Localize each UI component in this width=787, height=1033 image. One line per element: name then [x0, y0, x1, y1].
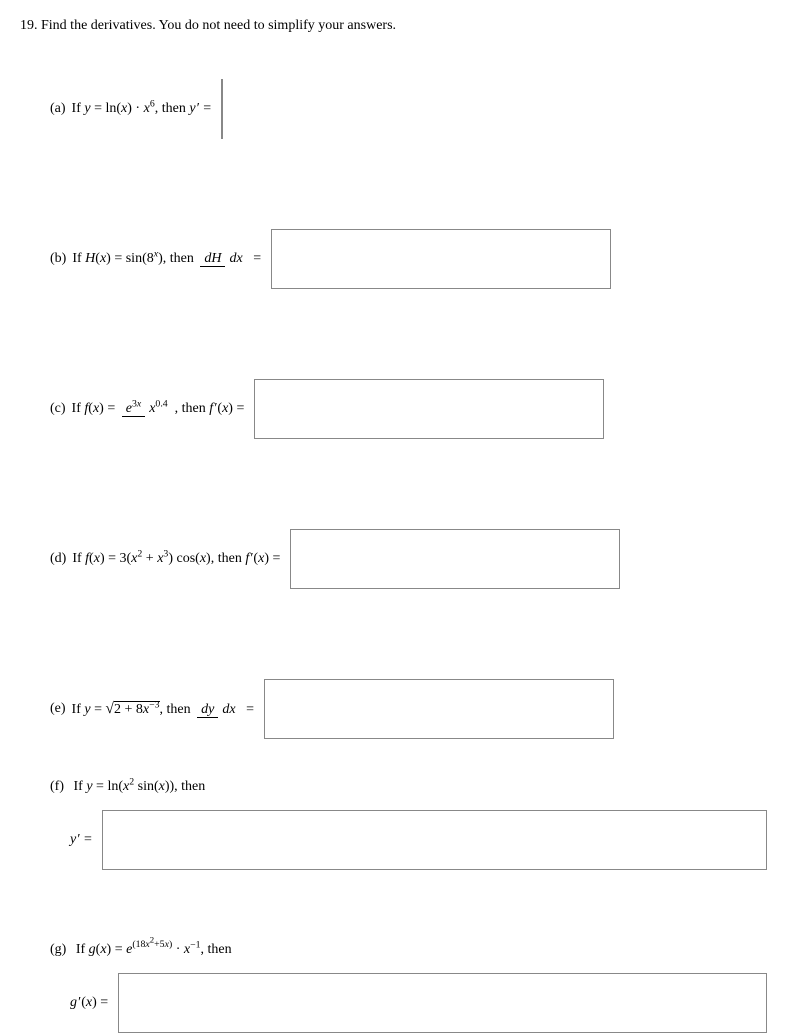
part-g-lhs: g ′(x) =	[70, 995, 108, 1011]
question-number: 19.	[20, 18, 38, 33]
part-c-label: (c)	[50, 401, 66, 417]
part-f-block: (f) If y = ln(x2 sin(x)), then y ′ =	[20, 779, 767, 870]
part-b-row: (b) If H(x) = sin(8x), then dHdx =	[20, 229, 767, 289]
part-c-math: If f(x) = e3xx0.4, then f ′(x) =	[72, 401, 245, 417]
part-e-label: (e)	[50, 701, 66, 717]
part-f-lhs: y ′ =	[70, 832, 92, 848]
part-a-math: If y = ln(x) · x6, then y ′ =	[72, 101, 212, 117]
part-d-math: If f(x) = 3(x2 + x3) cos(x), then f ′(x)…	[72, 551, 280, 567]
part-f-label: (f)	[50, 779, 64, 794]
part-g-label: (g)	[50, 942, 66, 957]
part-a-row: (a) If y = ln(x) · x6, then y ′ =	[20, 79, 767, 139]
part-c-row: (c) If f(x) = e3xx0.4, then f ′(x) =	[20, 379, 767, 439]
part-e-row: (e) If y = √2 + 8x−3, then dydx =	[20, 679, 767, 739]
part-b-label: (b)	[50, 251, 66, 267]
part-g-block: (g) If g(x) = e(18x2+5x) · x−1, then g ′…	[20, 940, 767, 1033]
part-g-math: If g(x) = e(18x2+5x) · x−1, then	[76, 942, 232, 957]
part-d-row: (d) If f(x) = 3(x2 + x3) cos(x), then f …	[20, 529, 767, 589]
part-d-label: (d)	[50, 551, 66, 567]
question-text: Find the derivatives. You do not need to…	[41, 18, 396, 33]
part-f-answer-row: y ′ =	[20, 810, 767, 870]
part-b-math: If H(x) = sin(8x), then dHdx =	[72, 251, 261, 267]
question-title: 19. Find the derivatives. You do not nee…	[20, 18, 767, 34]
answer-box-b[interactable]	[271, 229, 611, 289]
answer-box-f[interactable]	[102, 810, 767, 870]
part-f-math: If y = ln(x2 sin(x)), then	[74, 779, 206, 794]
answer-box-d[interactable]	[290, 529, 620, 589]
answer-box-a[interactable]	[221, 79, 223, 139]
part-a-label: (a)	[50, 101, 66, 117]
answer-box-c[interactable]	[254, 379, 604, 439]
part-e-math: If y = √2 + 8x−3, then dydx =	[72, 700, 254, 718]
answer-box-e[interactable]	[264, 679, 614, 739]
